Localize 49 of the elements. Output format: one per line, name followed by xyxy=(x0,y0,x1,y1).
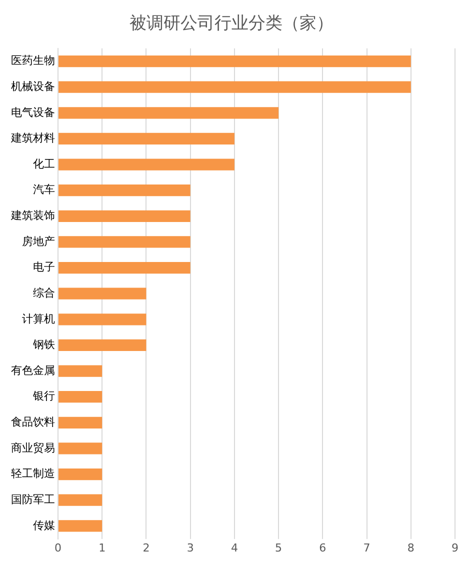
y-tick-label: 有色金属 xyxy=(11,364,55,377)
bar xyxy=(58,158,234,170)
x-tick-label: 9 xyxy=(452,541,458,554)
x-tick-label: 3 xyxy=(186,541,194,554)
bar xyxy=(58,107,279,119)
y-tick-label: 房地产 xyxy=(22,234,55,248)
bar xyxy=(58,210,190,222)
bar xyxy=(58,184,190,196)
bar xyxy=(58,442,102,454)
bar xyxy=(58,391,102,403)
y-tick-label: 建筑装饰 xyxy=(10,209,55,222)
y-tick-label: 电气设备 xyxy=(11,106,55,119)
y-tick-label: 商业贸易 xyxy=(11,441,55,454)
x-tick-label: 0 xyxy=(54,541,62,554)
y-tick-label: 传媒 xyxy=(33,518,55,532)
y-tick-label: 计算机 xyxy=(22,312,55,326)
bar xyxy=(58,262,190,274)
bar xyxy=(58,339,146,352)
bar xyxy=(58,81,411,93)
bar xyxy=(58,132,234,145)
x-tick-label: 4 xyxy=(230,541,238,554)
y-tick-label: 化工 xyxy=(33,157,55,170)
bar xyxy=(58,520,102,532)
bar xyxy=(58,416,102,428)
y-tick-label: 钢铁 xyxy=(32,338,55,352)
x-tick-label: 2 xyxy=(142,541,150,554)
bar xyxy=(58,314,146,326)
x-tick-label: 7 xyxy=(363,541,370,554)
y-tick-label: 建筑材料 xyxy=(10,132,55,145)
y-tick-label: 国防军工 xyxy=(11,492,55,506)
bar xyxy=(58,365,102,377)
bar xyxy=(58,236,190,248)
y-tick-label: 汽车 xyxy=(33,183,55,196)
x-tick-label: 8 xyxy=(407,541,414,554)
bar xyxy=(58,468,102,480)
bar xyxy=(58,288,146,300)
x-tick-label: 1 xyxy=(98,541,106,554)
x-tick-label: 5 xyxy=(275,541,282,554)
y-tick-label: 食品饮料 xyxy=(11,416,55,429)
bar xyxy=(58,494,102,506)
y-tick-label: 机械设备 xyxy=(11,80,55,93)
y-tick-label: 医药生物 xyxy=(11,54,55,68)
chart-title: 被调研公司行业分类（家） xyxy=(130,14,334,34)
x-tick-label: 6 xyxy=(319,541,326,554)
y-tick-label: 综合 xyxy=(33,286,55,300)
bar xyxy=(58,56,411,68)
y-tick-label: 轻工制造 xyxy=(11,467,55,480)
y-tick-label: 银行 xyxy=(32,390,55,403)
y-tick-label: 电子 xyxy=(33,260,55,274)
